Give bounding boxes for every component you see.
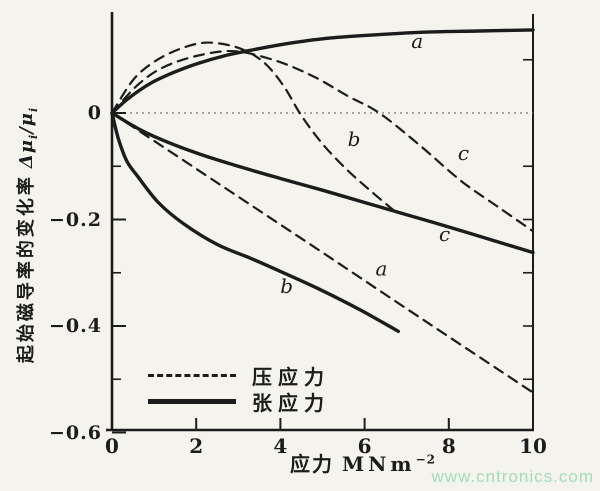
x-tick-label: 0 <box>105 434 119 458</box>
watermark: www.cntronics.com <box>431 467 594 486</box>
x-axis-title-text: 应力 <box>290 452 334 476</box>
legend-item-tensile: 张应力 <box>148 388 330 415</box>
x-tick-label: 8 <box>441 434 456 458</box>
y-axis-title-text: 起始磁导率的变化率 <box>16 174 38 364</box>
x-tick-label: 4 <box>273 434 288 458</box>
curve-dashed-a <box>110 111 535 394</box>
curve-label-solid-a: a <box>411 29 423 53</box>
y-tick-label: −0.2 <box>49 208 102 231</box>
dashed-line-sample <box>148 373 236 377</box>
x-axis-unit: MNm−2 <box>342 452 436 476</box>
curve-label-solid-c: c <box>439 222 450 246</box>
y-tick-label: 0 <box>87 102 102 124</box>
curve-solid-a <box>110 28 535 115</box>
y-tick-label: −0.4 <box>49 315 102 337</box>
curve-label-solid-b: b <box>280 274 293 298</box>
x-tick-label: 2 <box>189 434 204 458</box>
x-axis-title: 应力 MNm−2 <box>290 448 436 477</box>
curve-solid-c <box>110 111 535 255</box>
curve-label-dashed-a: a <box>375 256 387 280</box>
curve-dashed-b <box>110 41 400 216</box>
legend-label-tensile: 张应力 <box>252 390 330 415</box>
curve-dashed-c <box>110 49 535 233</box>
y-axis-formula: Δμi/μi <box>16 106 40 169</box>
curve-label-dashed-c: c <box>458 141 469 165</box>
y-axis-title: 起始磁导率的变化率 Δμi/μi <box>12 107 40 363</box>
y-tick-label: −0.6 <box>49 421 102 444</box>
legend-item-compressive: 压应力 <box>148 362 330 389</box>
x-tick-label: 6 <box>357 434 372 458</box>
solid-line-sample <box>148 398 236 404</box>
x-tick-label: 10 <box>519 434 547 458</box>
legend: 压应力 张应力 <box>148 362 330 415</box>
legend-label-compressive: 压应力 <box>252 364 330 389</box>
curve-solid-b <box>110 111 400 333</box>
curve-label-dashed-b: b <box>348 127 361 151</box>
